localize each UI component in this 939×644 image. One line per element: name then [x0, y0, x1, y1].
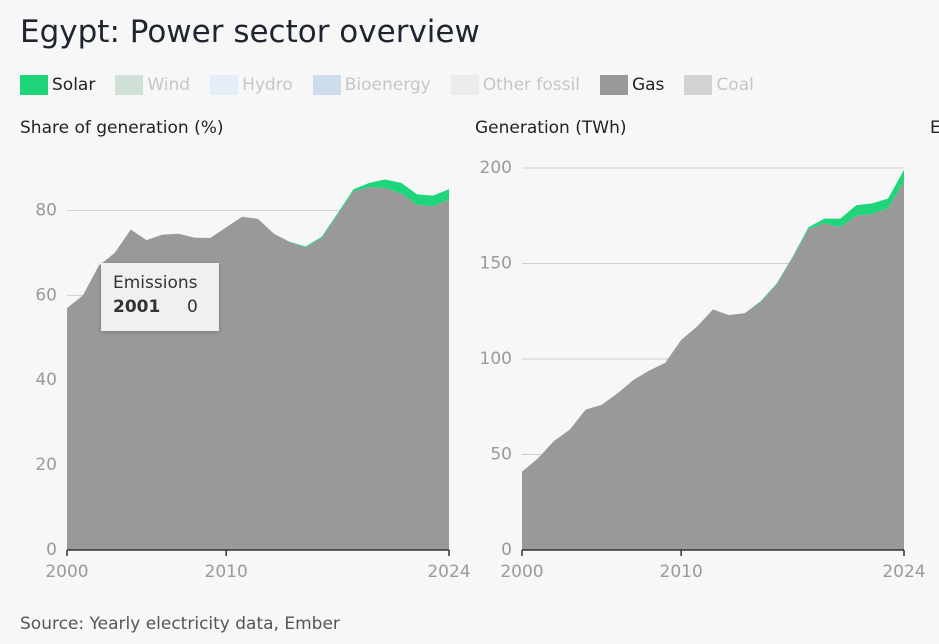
- legend-item[interactable]: Gas: [599, 75, 665, 95]
- legend-label: Other fossil: [482, 75, 580, 95]
- legend-label: Gas: [631, 75, 665, 95]
- legend-item[interactable]: Other fossil: [450, 75, 580, 95]
- chart-title: E: [930, 118, 939, 138]
- legend-swatch: [115, 75, 144, 95]
- area: [67, 187, 449, 550]
- page-title: Egypt: Power sector overview: [20, 14, 480, 50]
- chart-title: Share of generation (%): [20, 118, 224, 138]
- chart-title: Generation (TWh): [475, 118, 626, 138]
- legend-label: Wind: [147, 75, 191, 95]
- legend-swatch: [312, 75, 341, 95]
- x-tick-label: 2000: [45, 562, 88, 582]
- y-tick-label: 60: [35, 285, 57, 305]
- legend-label: Solar: [52, 75, 96, 95]
- x-tick-label: 2024: [427, 562, 470, 582]
- legend-swatch: [599, 75, 628, 95]
- legend-item[interactable]: Hydro: [210, 75, 293, 95]
- y-tick-label: 0: [46, 540, 57, 560]
- legend-item[interactable]: Solar: [20, 75, 95, 95]
- legend-item[interactable]: Bioenergy: [312, 75, 431, 95]
- y-tick-label: 20: [35, 455, 57, 475]
- tooltip-title: Emissions: [113, 273, 198, 293]
- y-tick-label: 0: [501, 540, 512, 560]
- source: Source: Yearly electricity data, Ember: [20, 614, 340, 634]
- legend-label: Bioenergy: [344, 75, 431, 95]
- legend-label: Coal: [716, 75, 754, 95]
- legend-label: Hydro: [242, 75, 293, 95]
- legend-swatch: [684, 75, 713, 95]
- legend-swatch: [450, 75, 479, 95]
- x-tick-label: 2024: [882, 562, 925, 582]
- y-tick-label: 80: [35, 200, 57, 220]
- legend-item[interactable]: Wind: [115, 75, 190, 95]
- y-tick-label: 200: [480, 158, 512, 178]
- legend-swatch: [20, 75, 48, 95]
- y-tick-label: 100: [480, 349, 512, 369]
- legend: Solar Wind Hydro Bioenergy Other fossil Gas Co…: [20, 75, 754, 95]
- area: [522, 181, 904, 550]
- area: [67, 179, 449, 309]
- legend-swatch: [210, 75, 239, 95]
- tooltip: Emissions 2001 0: [101, 263, 219, 331]
- y-tick-label: 40: [35, 370, 57, 390]
- x-tick-label: 2010: [205, 562, 248, 582]
- tooltip-label: 2001: [113, 297, 161, 317]
- tooltip-value: 0: [187, 297, 198, 317]
- y-tick-label: 50: [490, 445, 512, 465]
- y-tick-label: 150: [480, 254, 512, 274]
- x-tick-label: 2010: [660, 562, 703, 582]
- legend-item[interactable]: Coal: [684, 75, 754, 95]
- x-tick-label: 2000: [500, 562, 543, 582]
